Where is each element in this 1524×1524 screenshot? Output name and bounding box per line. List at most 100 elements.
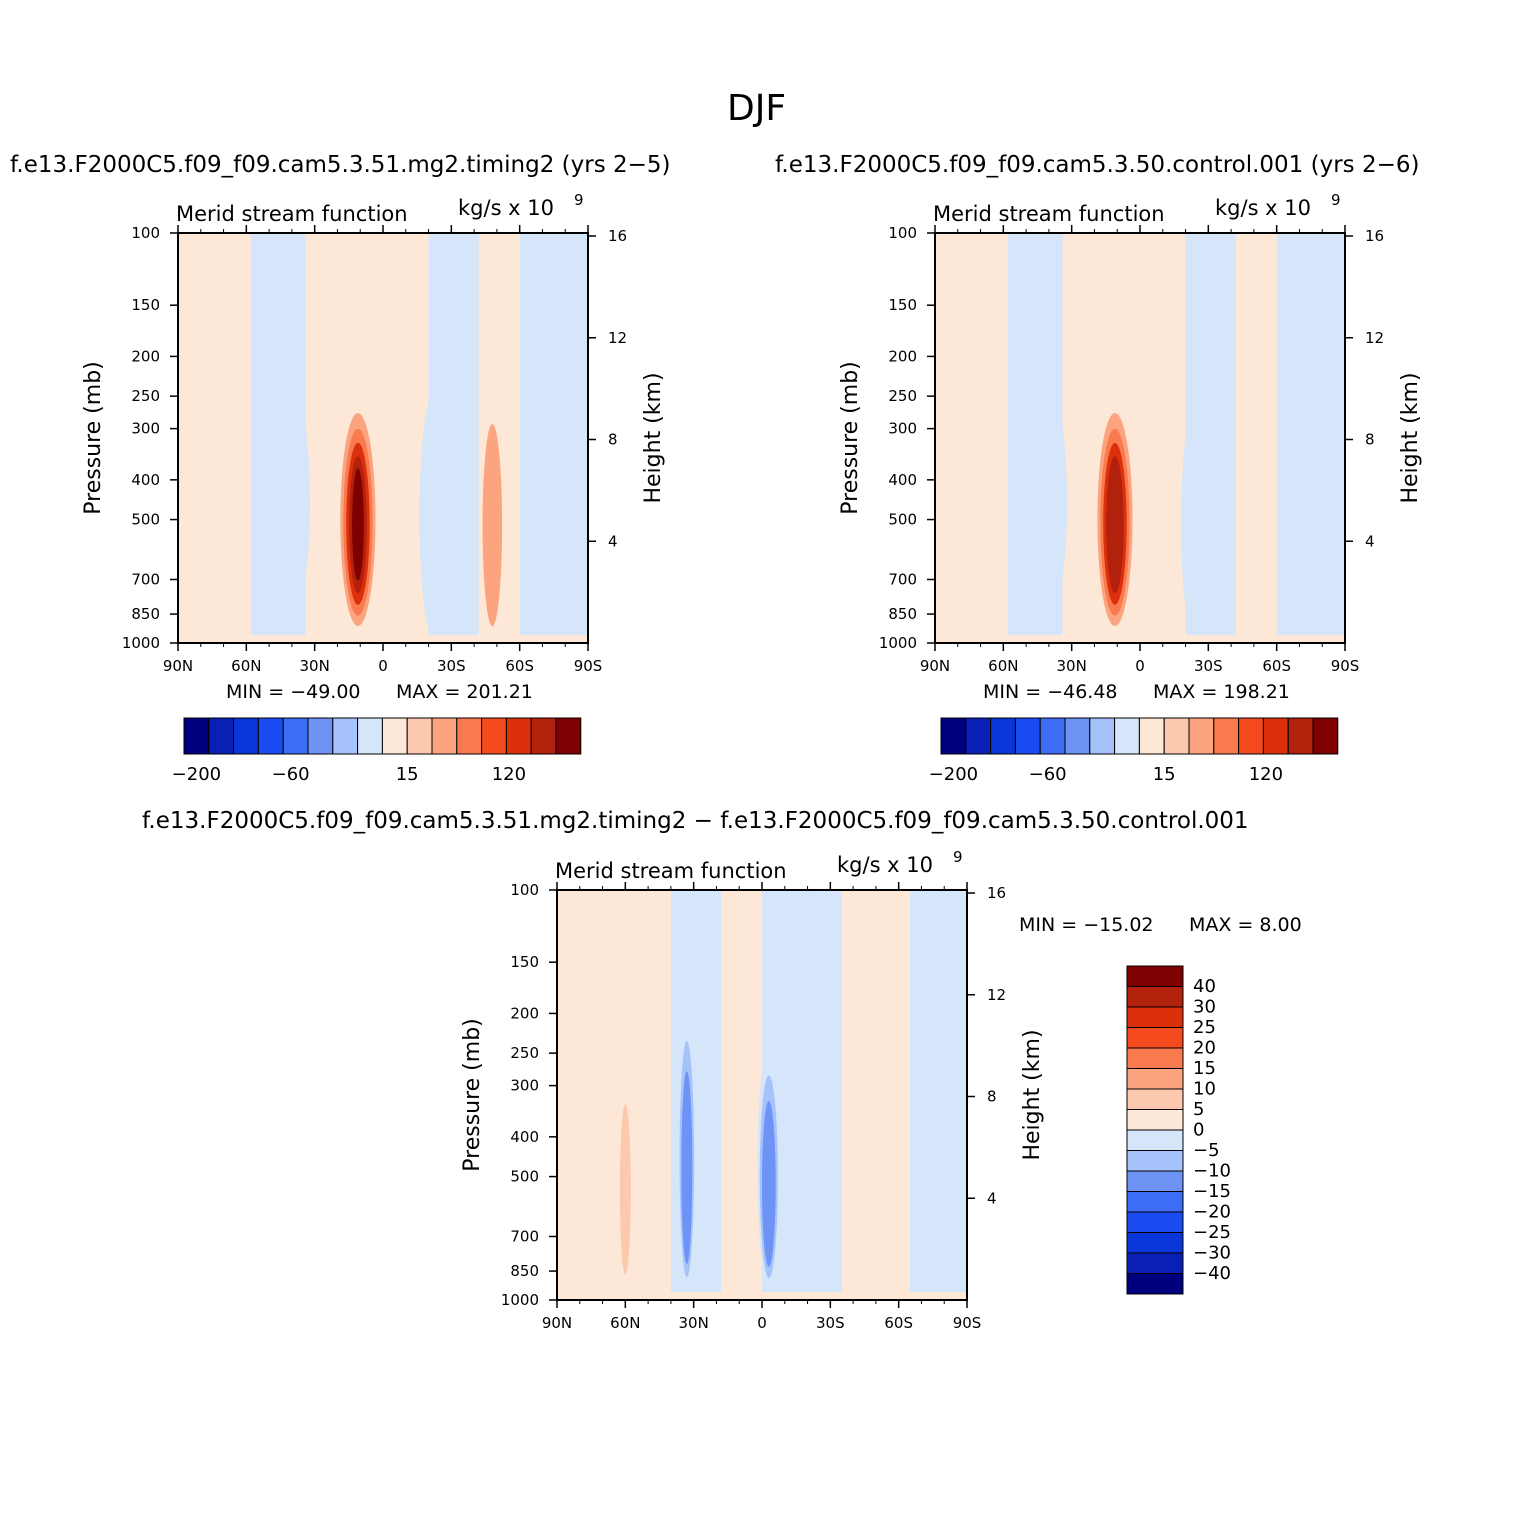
y2-tick-label: 12 [608, 329, 627, 347]
colorbar-swatch [965, 717, 992, 755]
colorbar-swatch [1126, 986, 1184, 1008]
colorbar-tick-label: −15 [1193, 1181, 1231, 1202]
colorbar-swatch [332, 717, 359, 755]
y-tick-label: 400 [131, 471, 160, 489]
x-tick-label: 30N [679, 1314, 709, 1332]
x-tick-label: 60N [231, 657, 261, 675]
colorbar-swatch [1126, 1273, 1184, 1295]
colorbar-swatch [381, 717, 408, 755]
x-tick-label: 0 [757, 1314, 767, 1332]
colorbar-tick-label: −30 [1193, 1243, 1231, 1264]
colorbar-tick-label: 40 [1193, 976, 1216, 997]
min-label: MIN = −49.00 [226, 681, 361, 703]
difference-title: f.e13.F2000C5.f09_f09.cam5.3.51.mg2.timi… [142, 808, 1249, 834]
x-tick-label: 30N [1057, 657, 1087, 675]
x-tick-label: 60S [1262, 657, 1291, 675]
colorbar-swatch [431, 717, 458, 755]
contour-lobe [1181, 409, 1209, 636]
colorbar-swatch [1114, 717, 1140, 755]
x-tick-label: 30S [816, 1314, 845, 1332]
y-tick-label: 700 [131, 570, 160, 588]
colorbar-swatch [481, 717, 507, 755]
y-tick-label: 700 [888, 570, 917, 588]
panel-test-case: 90N 60N 30N 0 30S 60S 90S 100 150 200 250 300 400 500… [0, 180, 760, 800]
colorbar-swatch [940, 717, 967, 755]
x-tick-label: 30N [300, 657, 330, 675]
colorbar-swatch [1238, 717, 1264, 755]
max-label: MAX = 8.00 [1189, 914, 1302, 936]
x-tick-label: 90N [920, 657, 950, 675]
y-tick-label: 100 [510, 881, 539, 899]
x-tick-label: 90S [574, 657, 603, 675]
colorbar-swatch [1287, 717, 1314, 755]
colorbar-swatch [406, 717, 433, 755]
y-tick-label: 1000 [501, 1291, 539, 1309]
contour-lobe [352, 468, 364, 581]
colorbar-tick-label: 10 [1193, 1079, 1216, 1100]
colorbar-tick-label: 120 [1249, 764, 1283, 785]
y-tick-label: 100 [888, 224, 917, 242]
y-tick-label: 700 [510, 1227, 539, 1245]
colorbar-swatch [1014, 717, 1041, 755]
contour-lobe [725, 1030, 740, 1261]
colorbar-swatch [307, 717, 334, 755]
y-tick-label: 500 [888, 511, 917, 529]
colorbar-tick-label: 5 [1193, 1099, 1204, 1120]
colorbar-swatch [1126, 1191, 1184, 1213]
y2-axis-title: Height (km) [1020, 1029, 1045, 1160]
colorbar-swatch [233, 717, 259, 755]
field-band [1276, 233, 1345, 635]
colorbar-swatch [990, 717, 1016, 755]
colorbar-swatch [1126, 1170, 1184, 1192]
contour-lobe [1106, 456, 1124, 594]
max-label: MAX = 198.21 [1153, 681, 1290, 703]
colorbar-tick-label: −60 [1029, 764, 1067, 785]
x-tick-label: 90N [163, 657, 193, 675]
contour-lobe [762, 1100, 776, 1267]
colorbar-tick-label: −60 [272, 764, 310, 785]
y-tick-label: 1000 [122, 634, 160, 652]
contour-lobe [681, 1071, 693, 1265]
colorbar-swatch [505, 717, 532, 755]
y-tick-label: 200 [510, 1004, 539, 1022]
y2-axis-title: Height (km) [641, 372, 666, 503]
colorbar-tick-label: −10 [1193, 1161, 1231, 1182]
y2-tick-label: 16 [987, 884, 1006, 902]
y-tick-label: 250 [888, 387, 917, 405]
colorbar-swatch [282, 717, 309, 755]
x-tick-label: 60S [505, 657, 534, 675]
y-tick-label: 850 [510, 1262, 539, 1280]
units-exponent: 9 [1331, 191, 1341, 209]
colorbar-swatch [1312, 717, 1339, 755]
plot-background [935, 233, 1345, 643]
y-axis-title: Pressure (mb) [81, 361, 106, 515]
y2-tick-label: 4 [987, 1189, 997, 1207]
x-tick-label: 30S [437, 657, 466, 675]
colorbar-tick-label: −20 [1193, 1202, 1231, 1223]
colorbar-swatch [1064, 717, 1091, 755]
x-tick-label: 0 [1135, 657, 1145, 675]
colorbar-tick-label: 0 [1193, 1120, 1204, 1141]
colorbar-tick-label: 15 [1153, 764, 1176, 785]
y2-axis-title: Height (km) [1398, 372, 1423, 503]
colorbar-swatch [357, 717, 383, 755]
x-tick-label: 90S [1331, 657, 1360, 675]
y-tick-label: 200 [131, 347, 160, 365]
units-label: kg/s x 10 [837, 853, 933, 877]
max-label: MAX = 201.21 [396, 681, 533, 703]
chart-svg: 90N 60N 30N 0 30S 60S 90S 100 150 200 250 300 400 500… [81, 191, 666, 785]
colorbar-tick-label: −200 [172, 764, 221, 785]
colorbar-tick-label: −200 [929, 764, 978, 785]
y-tick-label: 200 [888, 347, 917, 365]
y-tick-label: 850 [131, 605, 160, 623]
variable-label: Merid stream function [555, 859, 787, 883]
y2-tick-label: 4 [608, 532, 618, 550]
colorbar-swatch [1039, 717, 1066, 755]
y-axis-title: Pressure (mb) [838, 361, 863, 515]
x-tick-label: 60N [988, 657, 1018, 675]
colorbar-swatch [1126, 1150, 1184, 1172]
colorbar-tick-label: −25 [1193, 1222, 1231, 1243]
y-tick-label: 300 [131, 420, 160, 438]
panel-control-case: 90N 60N 30N 0 30S 60S 90S 100 150 200 250 300 400 500… [760, 180, 1520, 800]
colorbar-tick-label: 20 [1193, 1038, 1216, 1059]
